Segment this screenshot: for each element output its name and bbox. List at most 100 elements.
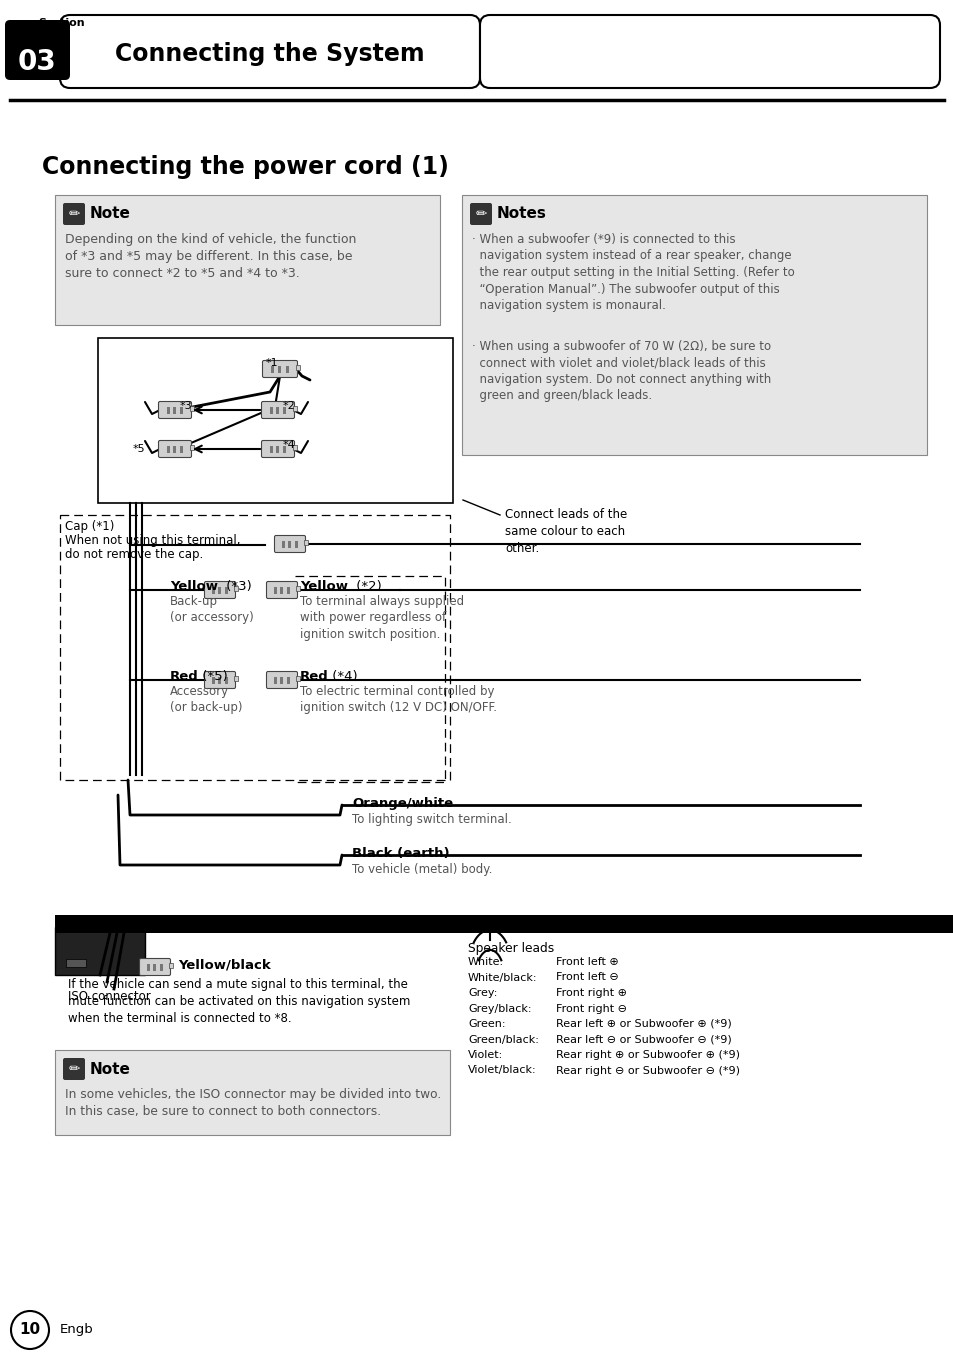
Bar [283,407,286,414]
Text: ✏: ✏ [475,207,486,220]
Text: *3: *3 [180,402,193,411]
Text: do not remove the cap.: do not remove the cap. [65,548,203,561]
Text: Orange/white: Orange/white [352,796,453,810]
Text: White:: White: [468,957,503,967]
Text: Front left ⊕: Front left ⊕ [556,957,618,967]
Bar [173,446,176,453]
Bar [213,587,215,594]
Bar [169,963,172,968]
Bar [233,676,237,681]
Bar [224,676,228,684]
Text: *5: *5 [132,443,145,454]
Text: Front right ⊕: Front right ⊕ [556,988,626,998]
Text: ✏: ✏ [69,1063,80,1076]
FancyBboxPatch shape [139,959,171,976]
Bar [274,676,277,684]
Text: Connecting the power cord (1): Connecting the power cord (1) [42,155,449,178]
Text: Red: Red [170,671,198,683]
Bar [283,446,286,453]
Bar [55,915,953,933]
Bar [294,541,297,548]
Bar [55,927,145,975]
Bar [286,676,290,684]
Text: Rear right ⊕ or Subwoofer ⊕ (*9): Rear right ⊕ or Subwoofer ⊕ (*9) [556,1051,740,1060]
Bar [270,407,273,414]
Bar [295,585,299,591]
Text: *2: *2 [283,402,295,411]
FancyBboxPatch shape [60,15,479,88]
Bar [233,585,237,591]
Text: Green:: Green: [468,1019,505,1029]
Text: Black (earth): Black (earth) [352,846,449,860]
Text: Cap (*1): Cap (*1) [65,521,114,533]
Bar [270,446,273,453]
FancyBboxPatch shape [261,402,294,419]
Text: To vehicle (metal) body.: To vehicle (metal) body. [352,863,492,876]
Bar [224,587,228,594]
Bar [190,406,193,411]
Text: Green/black:: Green/black: [468,1034,538,1045]
Text: Connecting the System: Connecting the System [115,42,424,65]
Text: To electric terminal controlled by
ignition switch (12 V DC) ON/OFF.: To electric terminal controlled by ignit… [299,685,497,714]
Text: Depending on the kind of vehicle, the function
of *3 and *5 may be different. In: Depending on the kind of vehicle, the fu… [65,233,356,280]
Bar [167,407,170,414]
Text: Rear left ⊕ or Subwoofer ⊕ (*9): Rear left ⊕ or Subwoofer ⊕ (*9) [556,1019,731,1029]
Text: (*5): (*5) [198,671,228,683]
Bar [293,445,296,450]
FancyBboxPatch shape [63,1059,85,1080]
Bar [147,964,151,971]
Text: Red: Red [299,671,329,683]
Bar [173,407,176,414]
Bar [280,587,283,594]
Bar [167,446,170,453]
Bar [55,1051,450,1134]
Text: Yellow/black: Yellow/black [178,959,271,971]
Text: To lighting switch terminal.: To lighting switch terminal. [352,813,511,826]
FancyBboxPatch shape [261,441,294,457]
Bar [276,407,279,414]
FancyBboxPatch shape [5,20,70,80]
Text: ISO connector: ISO connector [68,990,151,1003]
Bar [285,365,288,373]
Text: Back-up
(or accessory): Back-up (or accessory) [170,595,253,625]
FancyBboxPatch shape [204,581,235,599]
Bar [304,539,308,545]
Text: *1: *1 [265,358,277,368]
Bar [286,587,290,594]
Bar [278,365,281,373]
Bar [159,964,163,971]
Bar [295,365,299,370]
FancyBboxPatch shape [266,672,297,688]
Bar [276,446,279,453]
Text: Note: Note [90,1061,131,1076]
Text: (*4): (*4) [328,671,357,683]
FancyBboxPatch shape [158,441,192,457]
Text: Yellow: Yellow [170,580,218,594]
Text: Section: Section [38,18,85,28]
Bar [218,587,221,594]
Text: Connect leads of the
same colour to each
other.: Connect leads of the same colour to each… [504,508,626,556]
Text: If the vehicle can send a mute signal to this terminal, the
mute function can be: If the vehicle can send a mute signal to… [68,977,410,1025]
Text: When not using this terminal,: When not using this terminal, [65,534,240,548]
Text: ✏: ✏ [69,207,80,220]
Text: Notes: Notes [497,207,546,222]
Bar [280,676,283,684]
Text: Yellow: Yellow [299,580,348,594]
Text: 10: 10 [19,1322,41,1337]
FancyBboxPatch shape [479,15,939,88]
FancyBboxPatch shape [63,203,85,224]
Bar [66,959,86,967]
Bar [190,445,193,450]
Text: (*3): (*3) [222,580,252,594]
Bar [288,541,292,548]
Bar [55,195,439,324]
Text: 03: 03 [17,49,56,76]
Text: Grey:: Grey: [468,988,497,998]
Bar [180,446,183,453]
Text: (*2): (*2) [352,580,381,594]
FancyBboxPatch shape [266,581,297,599]
Text: · When using a subwoofer of 70 W (2Ω), be sure to
  connect with violet and viol: · When using a subwoofer of 70 W (2Ω), b… [472,339,770,403]
Text: White/black:: White/black: [468,972,537,983]
Circle shape [11,1311,49,1349]
Bar [282,541,285,548]
